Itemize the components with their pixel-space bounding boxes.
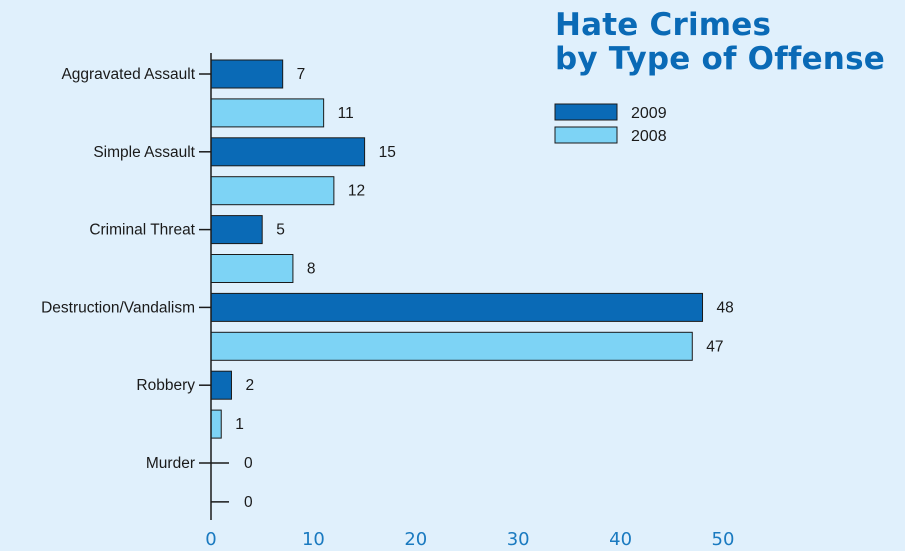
data-label-criminal-threat-2008: 8 [307,261,316,278]
data-label-robbery-2009: 2 [245,377,254,394]
bar-criminal-threat-2009 [210,215,263,245]
bar-destruction-vandalism-2008 [210,331,693,361]
data-label-destruction-vandalism-2008: 47 [706,338,723,355]
x-tick-label: 10 [302,529,325,550]
chart-title-line-1: Hate Crimes [555,7,772,43]
bar-simple-assault-2008 [210,176,335,206]
category-label: Robbery [136,377,195,394]
bar-simple-assault-2009 [210,137,366,167]
data-label-murder-2009: 0 [244,455,253,472]
bar-destruction-vandalism-2009 [210,292,704,322]
legend-label-2008: 2008 [631,128,667,145]
bar-criminal-threat-2008 [210,254,294,283]
bar-robbery-2009 [210,370,232,400]
data-label-simple-assault-2009: 15 [379,144,396,161]
data-label-murder-2008: 0 [244,494,253,511]
bar-aggravated-assault-2008 [210,98,325,128]
legend-label-2009: 2009 [631,105,667,122]
data-label-aggravated-assault-2009: 7 [297,66,306,83]
x-tick-label: 20 [404,529,427,550]
bar-robbery-2008 [210,409,222,439]
category-label: Simple Assault [93,144,195,161]
category-label: Criminal Threat [89,222,195,239]
legend-swatch-2009 [554,103,618,121]
data-label-simple-assault-2008: 12 [348,183,365,200]
x-tick-label: 40 [609,529,632,550]
category-label: Murder [146,455,195,472]
data-label-aggravated-assault-2008: 11 [338,105,354,122]
data-label-criminal-threat-2009: 5 [276,222,285,239]
category-label: Aggravated Assault [61,66,195,83]
x-tick-label: 30 [507,529,530,550]
chart-title-line-2: by Type of Offense [555,41,885,77]
x-tick-label: 50 [712,529,735,550]
category-label: Destruction/Vandalism [41,299,195,316]
data-label-robbery-2008: 1 [235,416,244,433]
bar-aggravated-assault-2009 [210,59,284,89]
legend-swatch-2008 [554,126,618,144]
data-label-destruction-vandalism-2009: 48 [717,299,734,316]
x-tick-label: 0 [205,529,216,550]
